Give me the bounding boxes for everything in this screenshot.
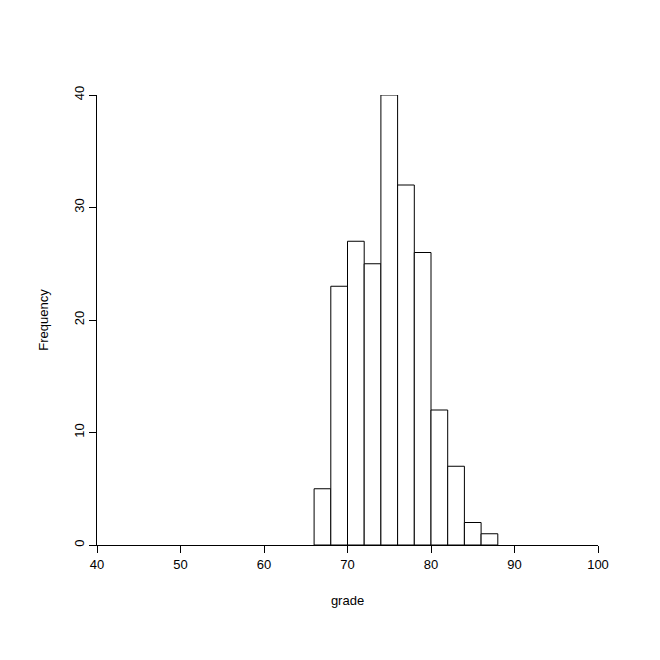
svg-text:grade: grade bbox=[331, 593, 364, 608]
svg-text:20: 20 bbox=[72, 311, 87, 325]
svg-text:90: 90 bbox=[507, 557, 521, 572]
svg-text:10: 10 bbox=[72, 423, 87, 437]
svg-text:30: 30 bbox=[72, 198, 87, 212]
svg-text:40: 40 bbox=[90, 557, 104, 572]
svg-text:100: 100 bbox=[587, 557, 609, 572]
svg-text:80: 80 bbox=[424, 557, 438, 572]
svg-text:50: 50 bbox=[173, 557, 187, 572]
svg-text:60: 60 bbox=[257, 557, 271, 572]
svg-text:0: 0 bbox=[72, 539, 87, 546]
svg-text:Frequency: Frequency bbox=[36, 289, 51, 351]
svg-text:70: 70 bbox=[340, 557, 354, 572]
svg-text:40: 40 bbox=[72, 86, 87, 100]
